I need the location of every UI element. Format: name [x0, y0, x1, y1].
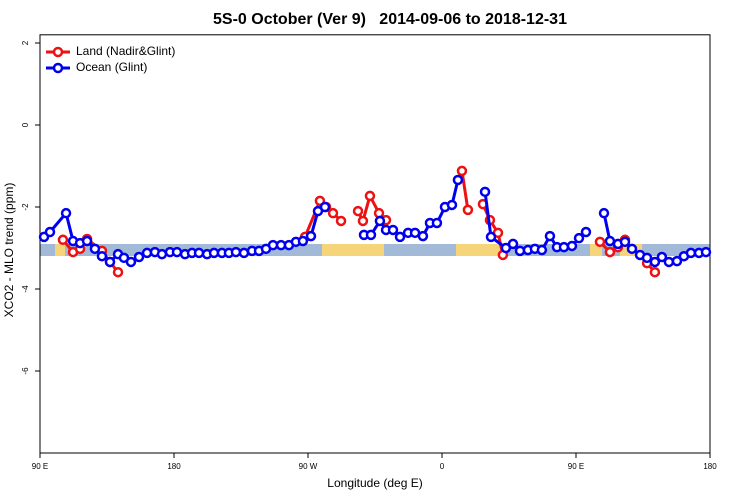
x-tick-label: 180: [703, 462, 717, 471]
x-axis-label: Longitude (deg E): [327, 476, 422, 490]
data-point: [357, 215, 369, 227]
y-tick-label: 0: [21, 122, 30, 127]
data-point: [507, 238, 519, 250]
data-point: [580, 226, 592, 238]
data-point: [700, 246, 712, 258]
data-point: [462, 204, 474, 216]
data-point: [566, 240, 578, 252]
data-point: [44, 226, 56, 238]
x-tick-label: 90 W: [299, 462, 318, 471]
land-band: [322, 244, 384, 256]
land-band: [55, 244, 65, 256]
data-point: [394, 231, 406, 243]
legend-marker: [52, 62, 64, 74]
data-point: [656, 251, 668, 263]
data-point: [238, 247, 250, 259]
x-tick-label: 90 E: [568, 462, 584, 471]
data-point: [60, 207, 72, 219]
data-point: [387, 224, 399, 236]
data-point: [104, 256, 116, 268]
data-point: [230, 246, 242, 258]
data-point: [89, 243, 101, 255]
data-point: [374, 215, 386, 227]
data-point: [171, 246, 183, 258]
data-point: [671, 255, 683, 267]
data-point: [536, 244, 548, 256]
data-point: [305, 230, 317, 242]
data-point: [446, 199, 458, 211]
data-point: [598, 207, 610, 219]
data-point: [594, 236, 606, 248]
y-tick-label: -6: [21, 367, 30, 375]
chart-title: 5S-0 October (Ver 9) 2014-09-06 to 2018-…: [213, 11, 567, 28]
data-point: [327, 207, 339, 219]
data-point: [57, 234, 69, 246]
y-tick-label: -2: [21, 203, 30, 211]
legend-label: Land (Nadir&Glint): [76, 44, 175, 58]
data-point: [417, 230, 429, 242]
data-point: [558, 241, 570, 253]
legend-marker: [52, 46, 64, 58]
data-point: [96, 250, 108, 262]
data-point: [485, 231, 497, 243]
land-band: [456, 244, 504, 256]
data-point: [604, 246, 616, 258]
legend-label: Ocean (Glint): [76, 60, 147, 74]
x-tick-label: 90 E: [32, 462, 48, 471]
data-point: [133, 251, 145, 263]
data-point: [479, 186, 491, 198]
data-point: [81, 235, 93, 247]
data-point: [619, 236, 631, 248]
x-tick-label: 180: [167, 462, 181, 471]
data-point: [125, 256, 137, 268]
y-tick-label: 2: [21, 40, 30, 45]
data-point: [626, 243, 638, 255]
data-point: [364, 190, 376, 202]
x-tick-label: 0: [440, 462, 445, 471]
y-axis-label: XCO2 - MLO trend (ppm): [2, 183, 16, 318]
data-point: [663, 256, 675, 268]
data-point: [641, 252, 653, 264]
plot-frame: [39, 34, 711, 454]
data-point: [649, 256, 661, 268]
y-tick-label: -4: [21, 285, 30, 293]
data-point: [297, 235, 309, 247]
data-point: [156, 248, 168, 260]
data-point: [365, 229, 377, 241]
data-point: [112, 266, 124, 278]
data-point: [193, 247, 205, 259]
series: [38, 174, 712, 268]
data-point: [573, 232, 585, 244]
data-point: [452, 174, 464, 186]
data-point: [544, 230, 556, 242]
data-point: [649, 266, 661, 278]
data-point: [431, 217, 443, 229]
data-point: [456, 165, 468, 177]
data-point: [352, 205, 364, 217]
data-point: [319, 201, 331, 213]
data-point: [335, 215, 347, 227]
